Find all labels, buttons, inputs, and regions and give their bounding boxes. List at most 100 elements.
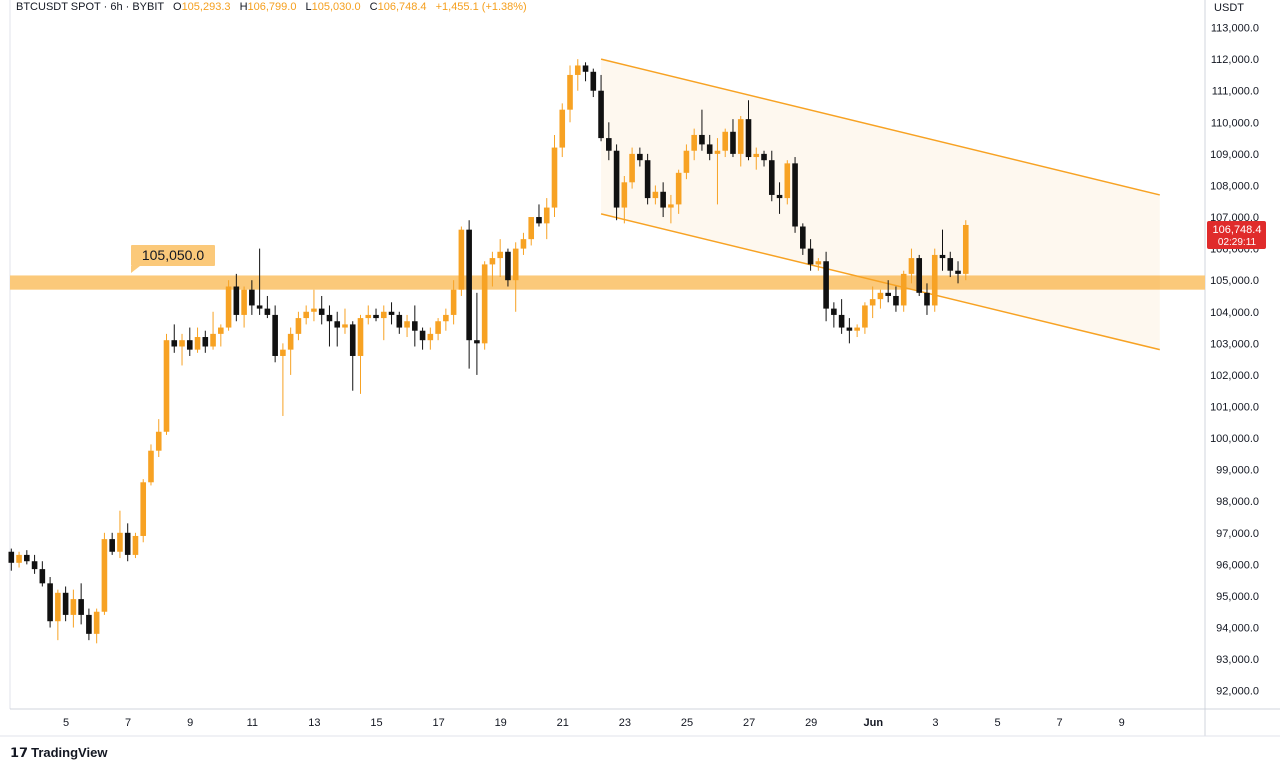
candle[interactable] <box>450 280 457 325</box>
candle[interactable] <box>489 251 496 287</box>
candle[interactable] <box>427 327 434 350</box>
candle[interactable] <box>241 286 247 328</box>
candle[interactable] <box>117 510 123 559</box>
candle[interactable] <box>784 160 791 205</box>
candle[interactable] <box>256 248 263 315</box>
candle[interactable] <box>621 175 628 224</box>
candle[interactable] <box>644 153 651 205</box>
candle[interactable] <box>691 128 697 161</box>
candle[interactable] <box>31 554 38 574</box>
candle[interactable] <box>776 182 783 214</box>
candle[interactable] <box>714 138 721 205</box>
candle[interactable] <box>962 220 969 281</box>
candle[interactable] <box>481 261 488 350</box>
candle[interactable] <box>706 134 713 161</box>
candle[interactable] <box>660 182 666 218</box>
candle[interactable] <box>419 327 426 350</box>
candle[interactable] <box>303 305 309 325</box>
candle[interactable] <box>435 318 441 341</box>
candle[interactable] <box>388 302 395 325</box>
candle[interactable] <box>823 251 829 322</box>
candle[interactable] <box>264 295 271 319</box>
candle[interactable] <box>443 308 449 331</box>
tradingview-logo[interactable]: 𝟭𝟳 TradingView <box>10 745 107 761</box>
candle[interactable] <box>854 324 860 338</box>
candle[interactable] <box>365 305 372 325</box>
price-annotation[interactable]: 105,050.0 <box>131 245 215 273</box>
candle[interactable] <box>683 144 690 180</box>
candle[interactable] <box>722 128 729 158</box>
candle[interactable] <box>186 327 193 356</box>
candle[interactable] <box>559 103 566 158</box>
symbol-label[interactable]: BTCUSDT SPOT · 6h · BYBIT <box>16 1 164 13</box>
candle[interactable] <box>326 305 333 347</box>
candle[interactable] <box>807 239 814 271</box>
candle[interactable] <box>761 150 767 167</box>
candle[interactable] <box>466 220 472 369</box>
candle[interactable] <box>218 324 224 347</box>
candle[interactable] <box>101 532 108 615</box>
candle[interactable] <box>357 314 364 394</box>
candle[interactable] <box>318 295 325 325</box>
candle[interactable] <box>730 119 736 158</box>
candle[interactable] <box>924 283 930 315</box>
candle[interactable] <box>280 343 286 416</box>
candle[interactable] <box>536 204 542 227</box>
candle[interactable] <box>551 134 558 218</box>
candle[interactable] <box>132 532 139 559</box>
candle[interactable] <box>512 242 519 312</box>
axis-unit[interactable]: USDT <box>1214 2 1244 14</box>
candle[interactable] <box>334 311 341 347</box>
candle[interactable] <box>311 289 317 322</box>
candle[interactable] <box>179 333 185 366</box>
candle[interactable] <box>590 68 597 98</box>
candle[interactable] <box>171 324 178 353</box>
candle[interactable] <box>877 289 884 309</box>
candle[interactable] <box>846 318 853 344</box>
candle[interactable] <box>163 333 170 435</box>
candle[interactable] <box>380 305 387 341</box>
candle[interactable] <box>637 147 643 167</box>
candle[interactable] <box>47 577 53 628</box>
candle[interactable] <box>629 147 635 189</box>
candle[interactable] <box>838 299 845 334</box>
candle[interactable] <box>862 302 868 334</box>
candle[interactable] <box>373 308 379 322</box>
candle[interactable] <box>474 292 480 375</box>
candle[interactable] <box>939 229 946 271</box>
candle[interactable] <box>70 589 77 628</box>
candle[interactable] <box>900 270 907 312</box>
candle[interactable] <box>598 74 604 142</box>
candle[interactable] <box>458 226 465 296</box>
candle[interactable] <box>62 586 69 622</box>
candle[interactable] <box>396 311 403 334</box>
candle[interactable] <box>668 194 674 224</box>
candle[interactable] <box>349 321 356 391</box>
candle[interactable] <box>528 217 535 246</box>
candle[interactable] <box>606 122 612 161</box>
candle[interactable] <box>567 65 573 123</box>
candle[interactable] <box>124 523 131 562</box>
candle[interactable] <box>272 305 278 363</box>
candle[interactable] <box>55 589 61 641</box>
candle[interactable] <box>737 115 744 167</box>
candle[interactable] <box>947 251 954 278</box>
candle[interactable] <box>908 248 915 284</box>
candle[interactable] <box>194 327 201 353</box>
last-price-tag[interactable]: 106,748.402:29:11 <box>1207 221 1266 249</box>
candle[interactable] <box>404 314 410 338</box>
candle[interactable] <box>768 150 775 202</box>
candle[interactable] <box>140 479 147 543</box>
candle[interactable] <box>86 608 92 641</box>
candle[interactable] <box>412 305 418 347</box>
candle[interactable] <box>520 232 527 255</box>
candle[interactable] <box>831 302 837 328</box>
candle[interactable] <box>613 144 620 221</box>
candle[interactable] <box>295 311 302 341</box>
candle[interactable] <box>675 169 682 214</box>
candle[interactable] <box>24 550 30 565</box>
candle[interactable] <box>815 258 822 271</box>
candle[interactable] <box>753 147 760 170</box>
candle[interactable] <box>916 254 923 296</box>
candle[interactable] <box>287 327 294 375</box>
